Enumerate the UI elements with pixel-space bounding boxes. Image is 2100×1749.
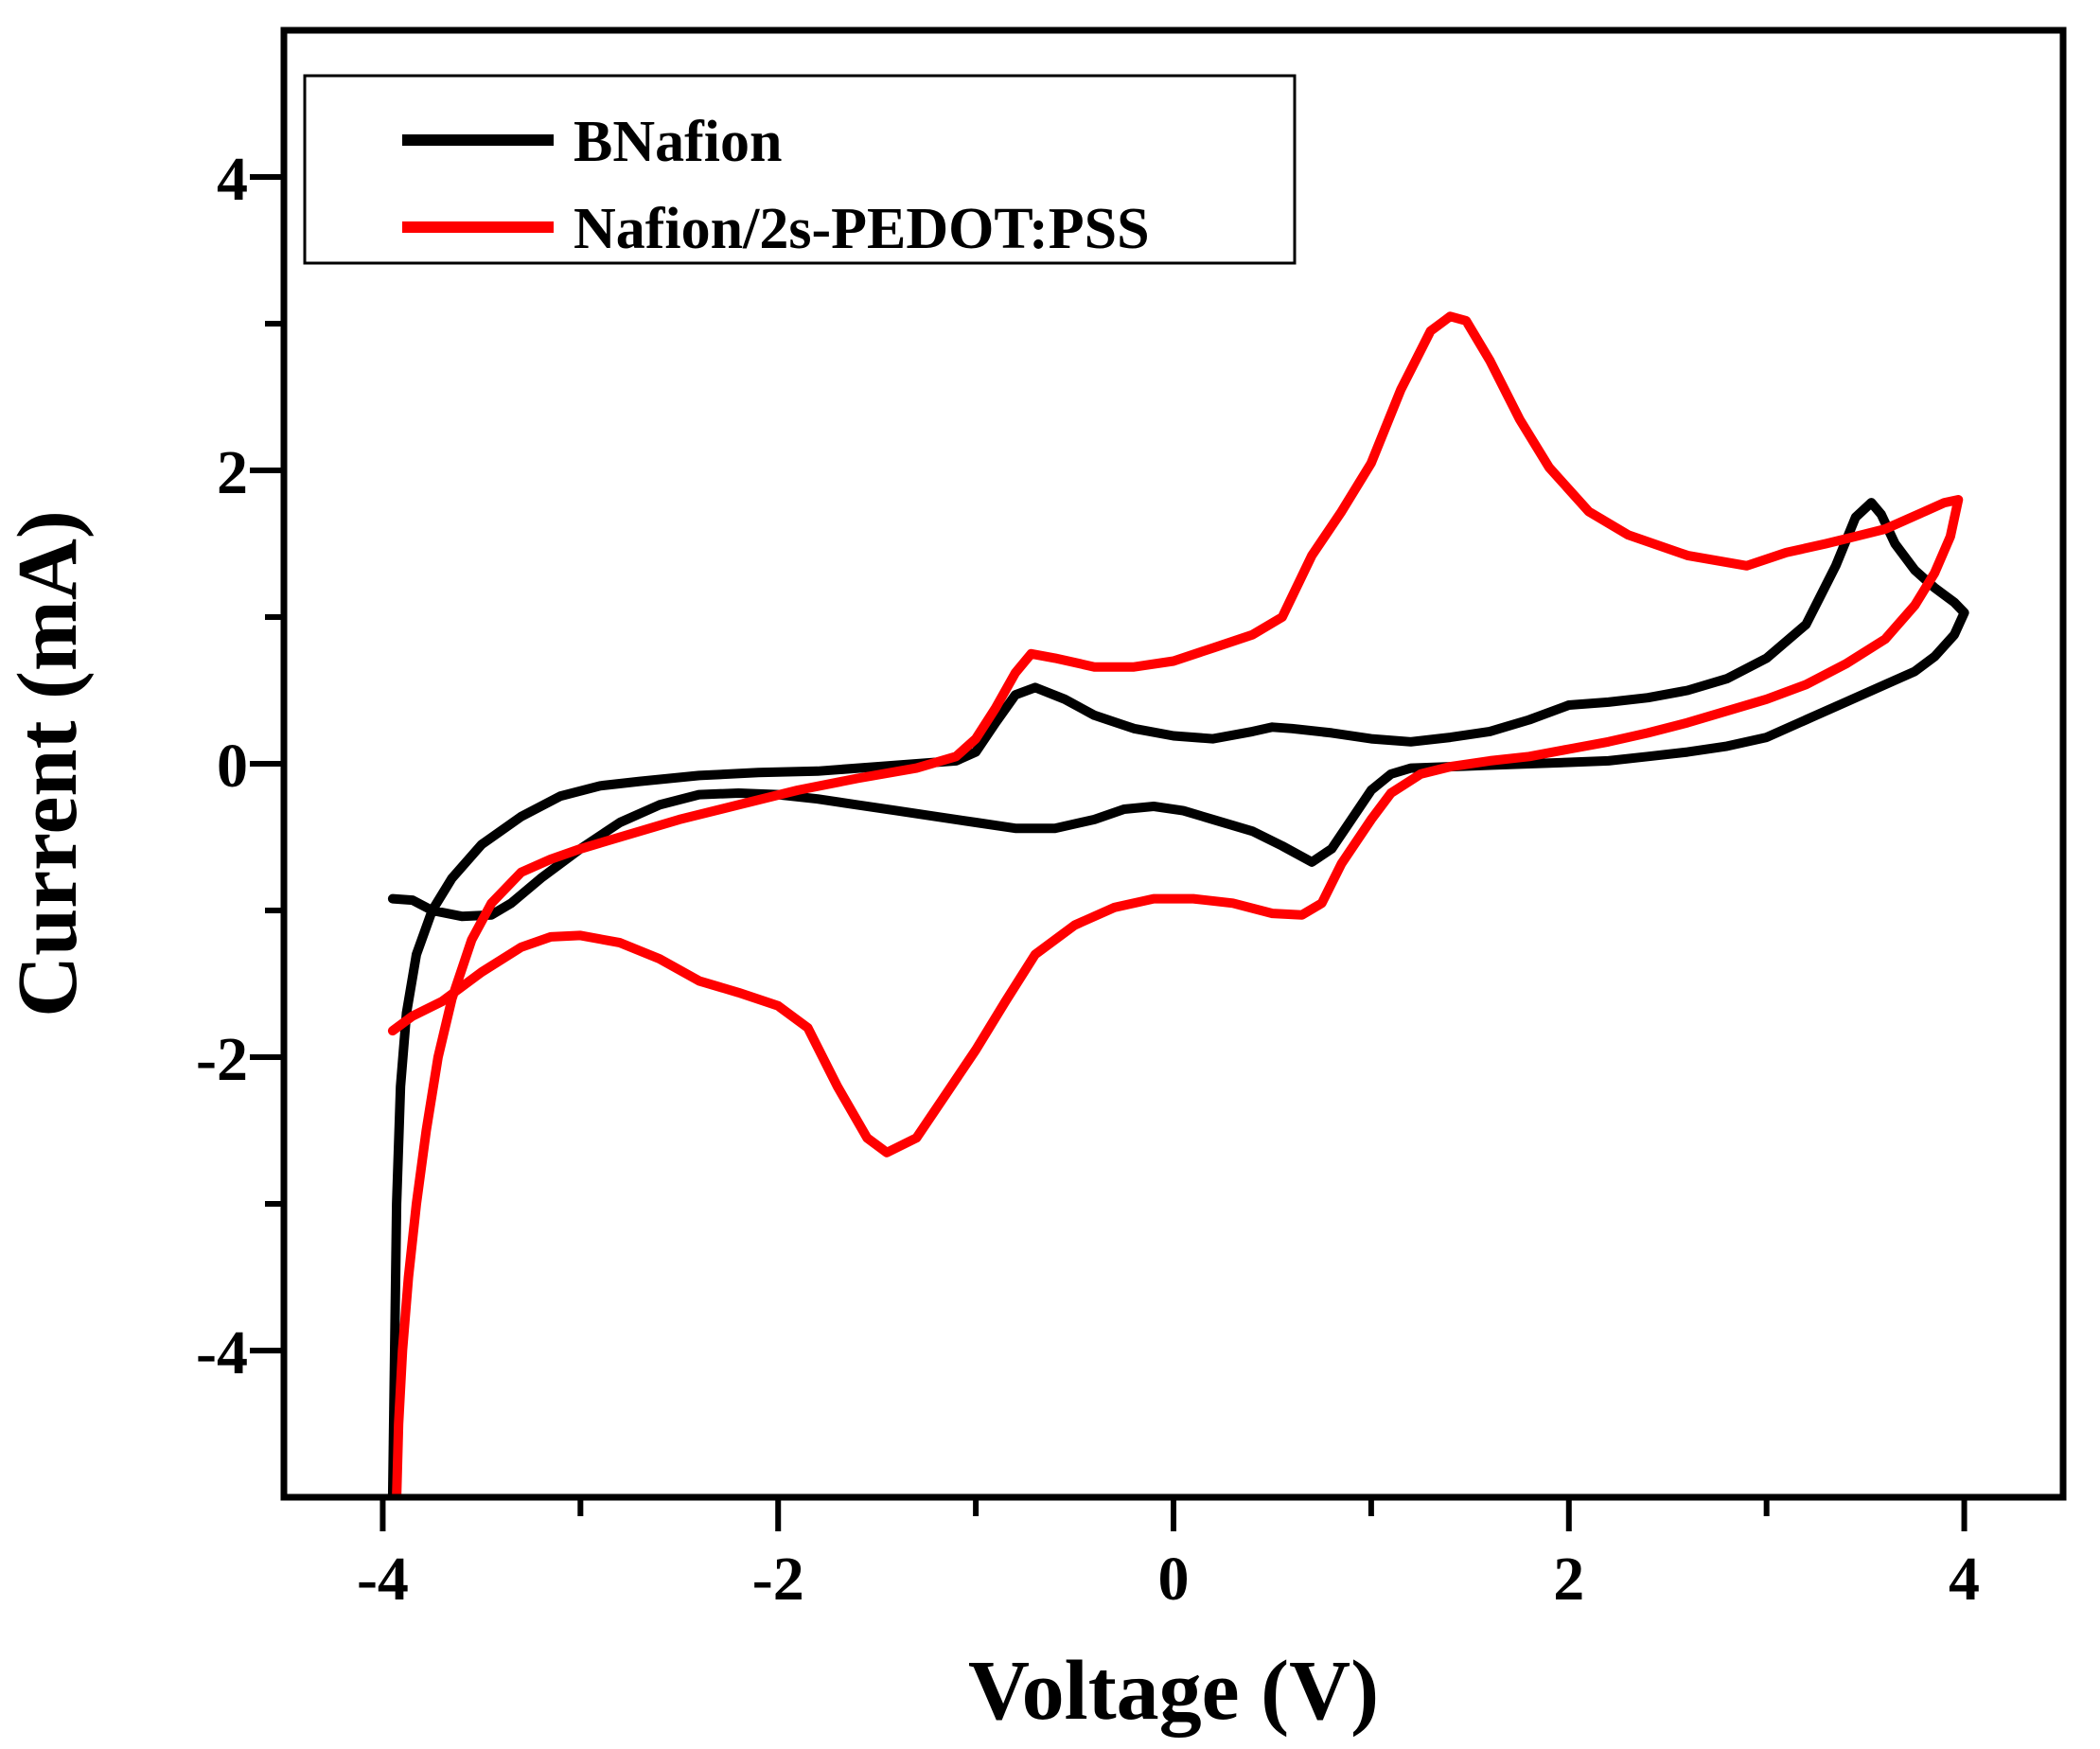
legend-label-nafion-pedot: Nafion/2s-PEDOT:PSS: [574, 197, 1150, 261]
y-tick-label: -2: [196, 1025, 248, 1094]
x-axis-ticks: [379, 1497, 1968, 1531]
y-axis-title: Current (mA): [1, 510, 95, 1017]
x-tick-label: 2: [1553, 1545, 1584, 1614]
x-axis-tick-labels: -4 -2 0 2 4: [357, 1545, 1980, 1614]
x-tick-label: 0: [1158, 1545, 1190, 1614]
y-tick-label: 4: [217, 145, 248, 214]
legend: BNafion Nafion/2s-PEDOT:PSS: [303, 74, 1297, 265]
y-tick-label: -4: [196, 1318, 248, 1387]
y-tick-label: 2: [217, 438, 248, 507]
series-line-0: [387, 498, 1969, 1497]
y-axis-tick-labels: -4 -2 0 2 4: [196, 145, 248, 1387]
series-line-1: [387, 311, 1964, 1497]
y-axis-ticks: [250, 174, 284, 1353]
legend-label-bnafion: BNafion: [574, 110, 782, 174]
y-tick-label: 0: [217, 732, 248, 801]
x-axis-title: Voltage (V): [968, 1644, 1379, 1738]
x-tick-label: -4: [357, 1545, 409, 1614]
x-tick-label: 4: [1949, 1545, 1980, 1614]
x-tick-label: -2: [752, 1545, 804, 1614]
data-curves: [387, 311, 1969, 1497]
